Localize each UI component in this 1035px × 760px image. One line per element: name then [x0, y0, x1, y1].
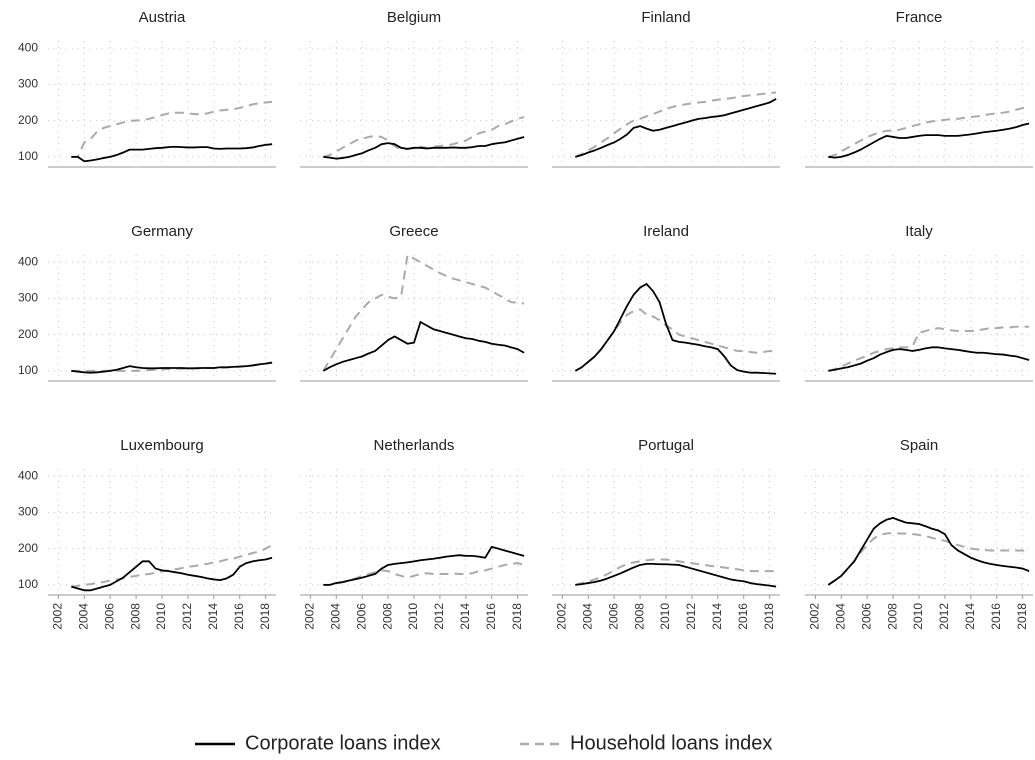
x-tick-label: 2012	[432, 603, 446, 630]
y-tick-label: 100	[18, 577, 38, 591]
panel: France	[805, 9, 1033, 168]
x-tick-label: 2018	[762, 603, 776, 630]
y-tick-label: 300	[18, 505, 38, 519]
y-tick-label: 100	[18, 149, 38, 163]
series-line	[575, 558, 777, 586]
panel-title: France	[896, 9, 943, 26]
panel-title: Ireland	[643, 223, 689, 240]
panel-title: Germany	[131, 223, 193, 240]
x-tick-label: 2012	[684, 603, 698, 630]
panel: Finland	[552, 9, 780, 168]
series-line	[71, 361, 273, 374]
x-tick-label: 2018	[510, 603, 524, 630]
x-tick-label: 2014	[710, 603, 724, 630]
x-tick-label: 2016	[232, 603, 246, 630]
y-tick-label: 400	[18, 468, 38, 482]
series-line	[827, 516, 1030, 586]
x-tick-label: 2010	[911, 603, 925, 630]
x-tick-label: 2006	[354, 603, 368, 630]
series-line	[323, 562, 525, 586]
x-tick-label: 2006	[606, 603, 620, 630]
series-line	[575, 98, 777, 158]
x-tick-label: 2018	[1015, 603, 1029, 630]
x-tick-label: 2006	[102, 603, 116, 630]
panel-title: Greece	[389, 223, 438, 240]
series-line	[828, 325, 1030, 372]
series-line	[322, 254, 525, 372]
panel-title: Portugal	[638, 437, 694, 454]
x-tick-label: 2008	[632, 603, 646, 630]
panel: Belgium	[300, 9, 528, 168]
x-tick-label: 2016	[989, 603, 1003, 630]
panel-title: Austria	[139, 9, 186, 26]
series-line	[574, 283, 777, 375]
x-tick-label: 2004	[833, 603, 847, 630]
panel: Ireland	[552, 223, 780, 382]
series-line	[323, 116, 525, 158]
x-tick-label: 2010	[406, 603, 420, 630]
panel-title: Luxembourg	[120, 437, 203, 454]
x-tick-label: 2008	[885, 603, 899, 630]
x-tick-label: 2002	[808, 603, 822, 630]
x-tick-label: 2008	[380, 603, 394, 630]
x-tick-label: 2016	[736, 603, 750, 630]
panel: Netherlands 2002 2004 2006 2008 2010 2012 2014 2…	[300, 437, 528, 630]
y-tick-label: 200	[18, 113, 38, 127]
x-tick-label: 2006	[859, 603, 873, 630]
panel: Greece	[300, 223, 528, 382]
panel: Luxembourg 100 200 300 400 2002 2004 2006 2008 20…	[18, 437, 276, 630]
legend-label: Corporate loans index	[245, 732, 441, 754]
y-tick-label: 300	[18, 77, 38, 91]
x-tick-label: 2016	[484, 603, 498, 630]
panel-title: Netherlands	[374, 437, 455, 454]
series-line	[827, 532, 1030, 586]
panel-title: Belgium	[387, 9, 441, 26]
series-line	[828, 105, 1030, 158]
x-tick-label: 2010	[154, 603, 168, 630]
legend-label: Household loans index	[570, 732, 772, 754]
panel: Portugal 2002 2004 2006 2008 2010 2012 2014 2016…	[552, 437, 780, 630]
y-tick-label: 400	[18, 40, 38, 54]
x-tick-label: 2014	[458, 603, 472, 630]
x-tick-label: 2012	[180, 603, 194, 630]
panel: Austria 100 200 300 400	[18, 9, 276, 168]
x-tick-label: 2010	[658, 603, 672, 630]
series-line	[71, 100, 273, 158]
x-tick-label: 2004	[76, 603, 90, 630]
series-line	[575, 562, 777, 588]
x-tick-label: 2002	[303, 603, 317, 630]
series-line	[71, 544, 273, 588]
series-line	[574, 91, 777, 158]
panel-title: Finland	[641, 9, 690, 26]
panel: Germany 100 200 300 400	[18, 223, 276, 382]
x-tick-label: 2012	[937, 603, 951, 630]
x-tick-label: 2002	[555, 603, 569, 630]
x-tick-label: 2014	[963, 603, 977, 630]
y-tick-label: 100	[18, 363, 38, 377]
series-line	[828, 346, 1030, 372]
series-line	[71, 556, 273, 592]
x-tick-label: 2014	[206, 603, 220, 630]
panel: Spain 2002 2004 2006 2008 2010 2012 2014 2016 201…	[805, 437, 1033, 630]
series-line	[71, 143, 273, 163]
y-tick-label: 200	[18, 541, 38, 555]
x-tick-label: 2018	[258, 603, 272, 630]
y-tick-label: 200	[18, 327, 38, 341]
panel-title: Spain	[900, 437, 938, 454]
panel-title: Italy	[905, 223, 933, 240]
x-tick-label: 2008	[128, 603, 142, 630]
series-line	[323, 136, 525, 160]
y-tick-label: 400	[18, 254, 38, 268]
series-line	[323, 545, 525, 586]
series-line	[322, 321, 525, 372]
panel: Italy	[805, 223, 1033, 382]
series-line	[828, 122, 1030, 159]
x-tick-label: 2004	[328, 603, 342, 630]
x-tick-label: 2002	[51, 603, 65, 630]
y-tick-label: 300	[18, 291, 38, 305]
x-tick-label: 2004	[580, 603, 594, 630]
